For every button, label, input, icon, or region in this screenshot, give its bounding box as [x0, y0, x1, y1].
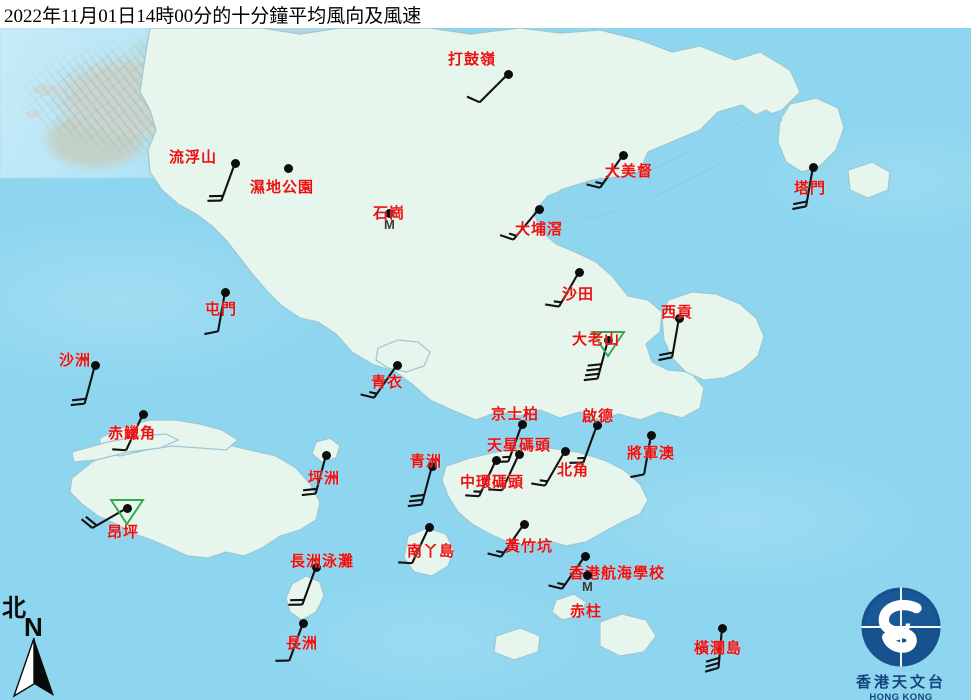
station-dot	[618, 150, 628, 160]
land-chek-lap-kok	[71, 433, 180, 463]
compass-needle-icon	[12, 637, 54, 698]
land-po-toi	[599, 613, 657, 657]
land-cheung-chau	[285, 575, 325, 621]
station-label: 坪洲	[308, 471, 341, 487]
station-dot	[574, 267, 584, 277]
station-dot	[808, 162, 818, 172]
station-label: 青洲	[410, 454, 443, 470]
station-label: 黃竹坑	[505, 539, 554, 555]
station-label: 屯門	[205, 302, 238, 318]
station-missing-data-marker: M	[582, 579, 593, 594]
station-label: 西貢	[661, 305, 694, 321]
land-tsing-yi	[375, 339, 431, 373]
land-tap-mun	[777, 97, 845, 173]
station-dot	[534, 204, 544, 214]
station-dot	[220, 287, 230, 297]
station-dot	[491, 455, 501, 465]
station-dot	[603, 335, 613, 345]
station-label: 赤鱲角	[108, 426, 157, 442]
station-dot	[283, 163, 293, 173]
station-dot	[717, 623, 727, 633]
station-dot	[646, 430, 656, 440]
station-dot	[517, 419, 527, 429]
station-label: 京士柏	[491, 407, 540, 423]
station-dot	[298, 618, 308, 628]
station-dot	[560, 446, 570, 456]
station-label: 石崗	[373, 206, 406, 222]
station-dot	[674, 313, 684, 323]
station-label: 沙洲	[59, 353, 92, 369]
station-label: 橫瀾島	[694, 641, 743, 657]
land-ne-islet	[847, 161, 891, 199]
compass-rose: 北 N	[2, 588, 72, 698]
station-dot	[392, 360, 402, 370]
station-label: 打鼓嶺	[448, 52, 497, 68]
station-dot	[580, 551, 590, 561]
station-label: 大埔滘	[515, 222, 564, 238]
station-label: 北角	[557, 463, 590, 479]
station-dot	[519, 519, 529, 529]
land-southern-islet-a	[551, 593, 587, 621]
station-label: 天星碼頭	[487, 438, 552, 454]
station-label: 大老山	[572, 332, 621, 348]
station-dot	[122, 503, 132, 513]
station-label: 長洲泳灘	[290, 554, 355, 570]
compass-north-label-cn: 北	[2, 596, 26, 622]
station-label: 流浮山	[169, 150, 218, 166]
station-dot	[90, 360, 100, 370]
station-missing-data-marker: M	[384, 217, 395, 232]
station-label: 濕地公園	[250, 180, 315, 196]
station-dot	[592, 420, 602, 430]
station-label: 香港航海學校	[569, 566, 666, 582]
station-label: 赤柱	[570, 604, 603, 620]
station-dot	[230, 158, 240, 168]
station-label: 中環碼頭	[460, 475, 525, 491]
station-dot	[503, 69, 513, 79]
land-new-territories	[139, 27, 801, 421]
station-label: 青衣	[371, 375, 404, 391]
station-dot	[582, 570, 592, 580]
station-dot	[427, 461, 437, 471]
title-bar: 2022年11月01日14時00分的十分鐘平均風向及風速	[0, 0, 971, 28]
land-sai-kung	[661, 291, 765, 381]
station-dot	[384, 208, 394, 218]
station-dot	[138, 409, 148, 419]
station-label: 南丫島	[407, 544, 456, 560]
compass-north-label-en: N	[24, 612, 43, 642]
land-hong-kong-island	[441, 447, 649, 547]
station-label: 昂坪	[107, 525, 140, 541]
station-label: 塔門	[794, 181, 827, 197]
station-dot	[514, 449, 524, 459]
station-dot	[424, 522, 434, 532]
hko-name-en: HONG KONG OBSERVATORY	[869, 692, 933, 700]
station-label: 大美督	[605, 164, 654, 180]
station-dot	[321, 450, 331, 460]
water-tolo-harbour	[555, 109, 783, 221]
station-dot	[311, 562, 321, 572]
station-label: 長洲	[286, 636, 319, 652]
station-label: 將軍澳	[627, 446, 676, 462]
hko-emblem-icon	[861, 587, 941, 667]
page-title: 2022年11月01日14時00分的十分鐘平均風向及風速	[4, 5, 422, 27]
land-southern-islet-b	[493, 627, 541, 661]
hko-name-cn: 香港天文台	[855, 675, 946, 691]
station-label: 沙田	[562, 287, 595, 303]
station-label: 啟德	[582, 409, 615, 425]
hko-logo: 香港天文台 HONG KONG OBSERVATORY	[837, 584, 965, 700]
